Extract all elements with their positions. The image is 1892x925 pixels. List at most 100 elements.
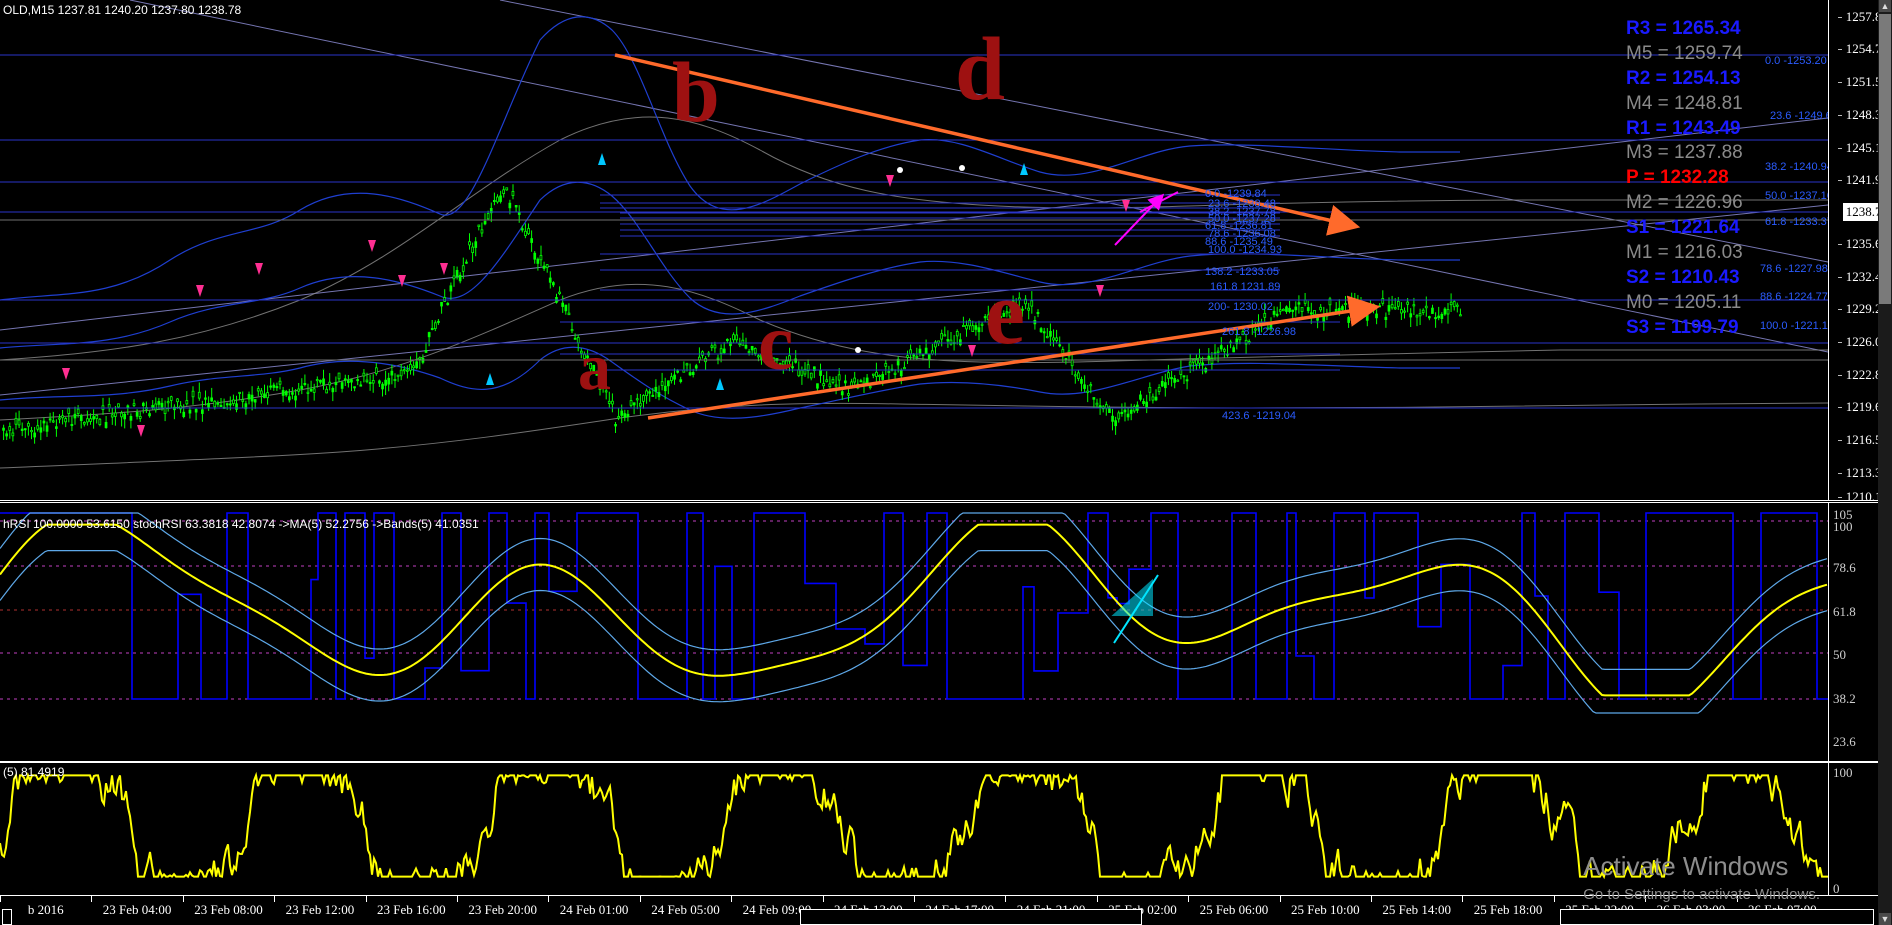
time-axis-tick bbox=[1279, 896, 1281, 902]
pivot-r3: R3 = 1265.34 bbox=[1626, 18, 1741, 39]
price-chart-svg bbox=[0, 0, 1828, 469]
fib-label-right: 23.6 -1249.63 bbox=[1770, 110, 1828, 122]
fib-label: 88.6 -1235.49 bbox=[1205, 236, 1273, 248]
pivot-s1: S1 = 1221.64 bbox=[1626, 217, 1740, 238]
pivot-r2: R2 = 1254.13 bbox=[1626, 68, 1741, 89]
rsi-tick: 61.8 bbox=[1833, 604, 1856, 619]
fib-label-right: 78.6 -1227.98 bbox=[1760, 263, 1828, 275]
vertical-scrollbar[interactable]: ▲ ▼ bbox=[1878, 0, 1892, 925]
pivot-m4: M4 = 1248.81 bbox=[1626, 93, 1743, 114]
fib-label: 0.0 -1239.84 bbox=[1205, 188, 1267, 200]
mom-tick: 100 bbox=[1833, 765, 1853, 780]
fib-label: 423.6 -1219.04 bbox=[1222, 410, 1297, 422]
pivot-m0: M0 = 1205.11 bbox=[1626, 292, 1742, 313]
time-axis-tick bbox=[822, 896, 824, 902]
time-axis-tick bbox=[365, 896, 367, 902]
price-tick: 1219.68 bbox=[1837, 399, 1888, 414]
time-axis-label: b 2016 bbox=[27, 902, 64, 917]
time-axis-tick bbox=[91, 896, 93, 902]
fib-label: 50.0 -1237.28 bbox=[1208, 213, 1276, 225]
fib-label-right: 100.0 -1221.12 bbox=[1760, 320, 1828, 332]
price-tick: 1251.53 bbox=[1837, 74, 1888, 89]
time-axis-label: 24 Feb 01:00 bbox=[559, 902, 629, 917]
pivot-r1: R1 = 1243.49 bbox=[1626, 118, 1741, 139]
price-tick: 1254.73 bbox=[1837, 41, 1888, 56]
fib-label: 78.6 -1236.08 bbox=[1208, 228, 1276, 240]
price-tick: 1257.88 bbox=[1837, 9, 1888, 24]
time-axis-tick bbox=[1096, 896, 1098, 902]
price-tick: 1213.33 bbox=[1837, 465, 1888, 480]
time-axis-label: 24 Feb 09:00 bbox=[742, 902, 812, 917]
rsi-tick: 100 bbox=[1833, 519, 1853, 534]
time-axis-label: 23 Feb 04:00 bbox=[102, 902, 172, 917]
rsi-tick: 23.6 bbox=[1833, 734, 1856, 749]
watermark-title: Activate Windows bbox=[1583, 851, 1789, 881]
scroll-up-arrow[interactable]: ▲ bbox=[1879, 0, 1891, 12]
time-axis-label: 23 Feb 12:00 bbox=[285, 902, 355, 917]
price-tick: 1210.13 bbox=[1837, 489, 1888, 504]
time-axis-label: 23 Feb 20:00 bbox=[468, 902, 537, 917]
fib-label-right: 50.0 -1237.16 bbox=[1765, 190, 1828, 202]
time-axis-label: 24 Feb 05:00 bbox=[651, 902, 720, 917]
time-axis-label: 23 Feb 16:00 bbox=[376, 902, 446, 917]
price-plot-area[interactable]: 0.0 -1239.84 23.6 -1238.48 38.2 -1237.78… bbox=[0, 0, 1828, 500]
fib-label: 100.0 -1234.93 bbox=[1208, 244, 1283, 256]
fib-label: 61.8 -1236.81 bbox=[1205, 220, 1273, 232]
status-box-right[interactable] bbox=[1560, 909, 1874, 925]
scroll-down-arrow[interactable]: ▼ bbox=[1879, 913, 1891, 925]
time-axis-tick bbox=[1645, 896, 1647, 902]
time-axis-tick bbox=[1553, 896, 1555, 902]
pivot-s3: S3 = 1199.79 bbox=[1626, 317, 1739, 338]
pivot-s2: S2 = 1210.43 bbox=[1626, 267, 1740, 288]
price-tick: 1232.43 bbox=[1837, 269, 1888, 284]
time-axis-label: 23 Feb 08:00 bbox=[194, 902, 263, 917]
time-axis-label: 25 Feb 18:00 bbox=[1473, 902, 1543, 917]
time-axis-label: 25 Feb 06:00 bbox=[1199, 902, 1269, 917]
activate-windows-watermark: Activate Windows Go to Settings to activ… bbox=[1583, 851, 1820, 903]
rsi-tick: 50 bbox=[1833, 647, 1846, 662]
pivot-m2: M2 = 1226.96 bbox=[1626, 192, 1743, 213]
pivot-m3: M3 = 1237.88 bbox=[1626, 142, 1743, 163]
pivot-m1: M1 = 1216.03 bbox=[1626, 242, 1743, 263]
time-axis-tick bbox=[548, 896, 550, 902]
rsi-plot-area[interactable] bbox=[0, 503, 1828, 761]
price-tick: 1235.63 bbox=[1837, 236, 1888, 251]
fib-label: 161.8 1231.89 bbox=[1210, 281, 1281, 293]
price-panel[interactable]: 0.0 -1239.84 23.6 -1238.48 38.2 -1237.78… bbox=[0, 0, 1892, 504]
fib-label-right: 88.6 -1224.77 bbox=[1760, 291, 1828, 303]
momentum-chart-svg bbox=[0, 771, 1828, 880]
time-axis-tick bbox=[639, 896, 641, 902]
fib-label: 200- 1230.02 bbox=[1208, 301, 1273, 313]
price-tick: 1226.08 bbox=[1837, 334, 1888, 349]
mom-tick: 0 bbox=[1833, 881, 1840, 896]
price-tick: 1222.88 bbox=[1837, 367, 1888, 382]
price-tick: 1216.53 bbox=[1837, 432, 1888, 447]
time-axis-tick bbox=[0, 896, 1, 902]
rsi-panel[interactable]: hRSI 100.0000 53.6150 stochRSI 63.3818 4… bbox=[0, 502, 1892, 762]
fib-label: 38.2 -1237.78 bbox=[1208, 206, 1276, 218]
price-tick: 1248.33 bbox=[1837, 107, 1888, 122]
status-box-left[interactable] bbox=[2, 909, 12, 925]
momentum-header: (5) 81.4919 bbox=[3, 765, 65, 779]
pivot-p: P = 1232.28 bbox=[1626, 167, 1729, 188]
status-box-mid[interactable] bbox=[800, 909, 1142, 925]
rsi-tick: 105 bbox=[1833, 507, 1853, 522]
rsi-chart-svg bbox=[0, 512, 1828, 714]
pivot-m5: M5 = 1259.74 bbox=[1626, 43, 1743, 64]
momentum-plot-area[interactable] bbox=[0, 763, 1828, 897]
scroll-thumb[interactable] bbox=[1879, 14, 1891, 304]
time-axis-tick bbox=[457, 896, 458, 902]
fib-label: 261.8 -1226.98 bbox=[1222, 326, 1297, 338]
fib-label-right: 61.8 -1233.37 bbox=[1765, 216, 1828, 228]
rsi-tick: 38.2 bbox=[1833, 691, 1856, 706]
rsi-header: hRSI 100.0000 53.6150 stochRSI 63.3818 4… bbox=[3, 517, 479, 531]
time-axis-tick bbox=[1188, 896, 1190, 902]
time-axis-tick bbox=[1736, 896, 1738, 902]
symbol-header: OLD,M15 1237.81 1240.20 1237.80 1238.78 bbox=[3, 3, 242, 17]
time-axis-tick bbox=[182, 896, 184, 902]
fib-label: 138.2 -1233.05 bbox=[1205, 266, 1280, 278]
watermark-subtitle: Go to Settings to activate Windows. bbox=[1583, 886, 1820, 903]
fib-label-right: 0.0 -1253.20 bbox=[1765, 55, 1827, 67]
time-axis-tick bbox=[1005, 896, 1007, 902]
